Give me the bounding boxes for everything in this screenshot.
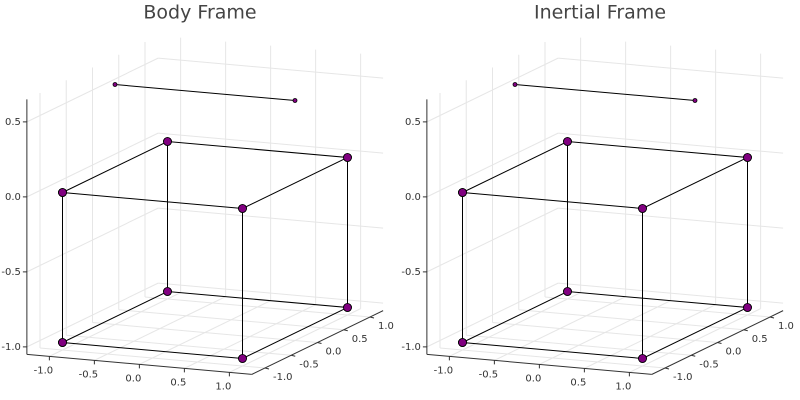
x-tick-label: -0.5 [79, 369, 99, 380]
grid-line [26, 57, 159, 123]
z-tick-label: -0.5 [1, 267, 21, 278]
series-line [114, 84, 296, 101]
x-tick-label: 0.5 [170, 377, 186, 388]
grid-line [158, 207, 384, 229]
chart-title: Body Frame [143, 2, 256, 24]
z-tick-label: -0.5 [401, 267, 421, 278]
vertex-marker [563, 137, 572, 146]
x-tick-label: -0.5 [479, 369, 499, 380]
z-tick-label: 0.0 [405, 192, 421, 203]
x-tick-label: 1.0 [615, 381, 631, 392]
grid-line [426, 282, 559, 348]
y-tick-label: 0.5 [352, 334, 368, 345]
x-tick-label: -1.0 [34, 365, 54, 376]
vertex-marker [512, 82, 518, 87]
grid-line [544, 296, 771, 318]
z-tick-label: -1.0 [401, 342, 421, 353]
y-tick-label: 0.5 [752, 334, 768, 345]
grid-line [558, 132, 784, 154]
x-axis [426, 353, 652, 375]
vertex-marker [343, 153, 352, 162]
series-line [514, 84, 696, 101]
vertex-marker [458, 188, 467, 197]
vertex-marker [343, 303, 352, 312]
vertex-marker [563, 287, 572, 296]
grid-line [158, 282, 384, 304]
vertex-marker [638, 354, 647, 363]
grid-line [144, 296, 371, 318]
vertex-marker [292, 98, 298, 103]
grid-line [118, 309, 344, 331]
vertex-marker [163, 287, 172, 296]
grid-line [92, 322, 318, 343]
y-tick-label: -1.0 [673, 372, 693, 383]
y-tick-label: 1.0 [378, 321, 394, 332]
grid-line [426, 57, 559, 123]
grid-line [466, 334, 692, 356]
z-tick-label: 0.5 [405, 117, 421, 128]
grid-line [158, 132, 384, 154]
grid-line [558, 207, 784, 229]
grid-line [518, 309, 744, 331]
vertex-marker [58, 188, 67, 197]
z-tick-label: 0.5 [5, 117, 21, 128]
vertex-marker [112, 82, 118, 87]
x-tick-label: 0.5 [570, 377, 586, 388]
vertex-marker [458, 338, 467, 347]
vertex-marker [58, 338, 67, 347]
grid-line [492, 322, 718, 343]
y-tick-label: 0.0 [726, 347, 742, 358]
y-axis [251, 310, 384, 375]
vertex-marker [238, 354, 247, 363]
grid-line [558, 282, 784, 304]
x-tick-label: 1.0 [215, 381, 231, 392]
grid-line [426, 132, 559, 198]
vertex-marker [743, 153, 752, 162]
grid-line [439, 347, 666, 369]
vertex-marker [743, 303, 752, 312]
y-axis [651, 310, 784, 375]
grid-line [426, 207, 559, 273]
grid-line [26, 207, 159, 273]
grid-line [26, 282, 159, 348]
x-tick-label: 0.0 [125, 373, 141, 384]
vertex-marker [692, 98, 698, 103]
x-tick-label: -1.0 [434, 365, 454, 376]
grid-line [158, 57, 384, 79]
z-tick-label: 0.0 [5, 192, 21, 203]
y-tick-label: 1.0 [778, 321, 794, 332]
grid-line [558, 57, 784, 79]
z-tick-label: -1.0 [1, 342, 21, 353]
grid-line [66, 334, 292, 356]
x-axis [26, 353, 252, 375]
y-tick-label: -0.5 [299, 359, 319, 370]
y-tick-label: -1.0 [273, 372, 293, 383]
y-tick-label: -0.5 [699, 359, 719, 370]
grid-line [39, 347, 266, 369]
vertex-marker [238, 204, 247, 213]
vertex-marker [163, 137, 172, 146]
y-tick-label: 0.0 [326, 347, 342, 358]
chart-title: Inertial Frame [534, 2, 666, 24]
x-tick-label: 0.0 [525, 373, 541, 384]
grid-line [26, 132, 159, 198]
vertex-marker [638, 204, 647, 213]
